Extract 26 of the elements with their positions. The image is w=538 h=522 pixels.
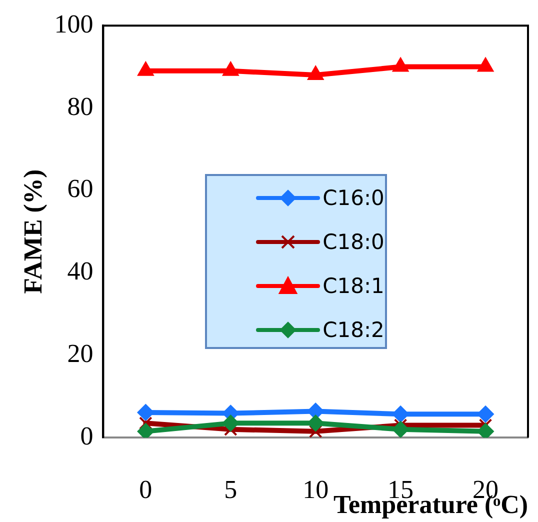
y-tick-label: 40	[67, 256, 94, 286]
point	[477, 57, 494, 72]
point	[308, 424, 322, 438]
y-tick-label: 60	[67, 174, 94, 204]
point	[139, 416, 152, 430]
point	[477, 422, 494, 438]
y-tick-label: 80	[67, 92, 94, 121]
point	[477, 406, 494, 423]
point	[137, 61, 154, 76]
point	[137, 404, 154, 421]
x-tick-label: 5	[224, 475, 238, 504]
point	[307, 414, 324, 432]
point	[137, 422, 154, 438]
x-tick-label: 0	[139, 475, 152, 504]
legend-label: C18:0	[322, 230, 384, 254]
y-axis-title: FAME (%)	[18, 169, 48, 294]
y-tick-label: 20	[67, 339, 94, 368]
y-tick-label: 100	[54, 9, 94, 38]
x-tick-label: 10	[302, 475, 329, 504]
point	[392, 57, 409, 72]
legend-label: C18:2	[322, 318, 384, 342]
y-tick-label: 0	[80, 421, 94, 450]
legend-label: C18:1	[322, 274, 384, 298]
legend-label: C16:0	[322, 186, 384, 210]
point	[307, 66, 324, 80]
point	[222, 61, 239, 76]
